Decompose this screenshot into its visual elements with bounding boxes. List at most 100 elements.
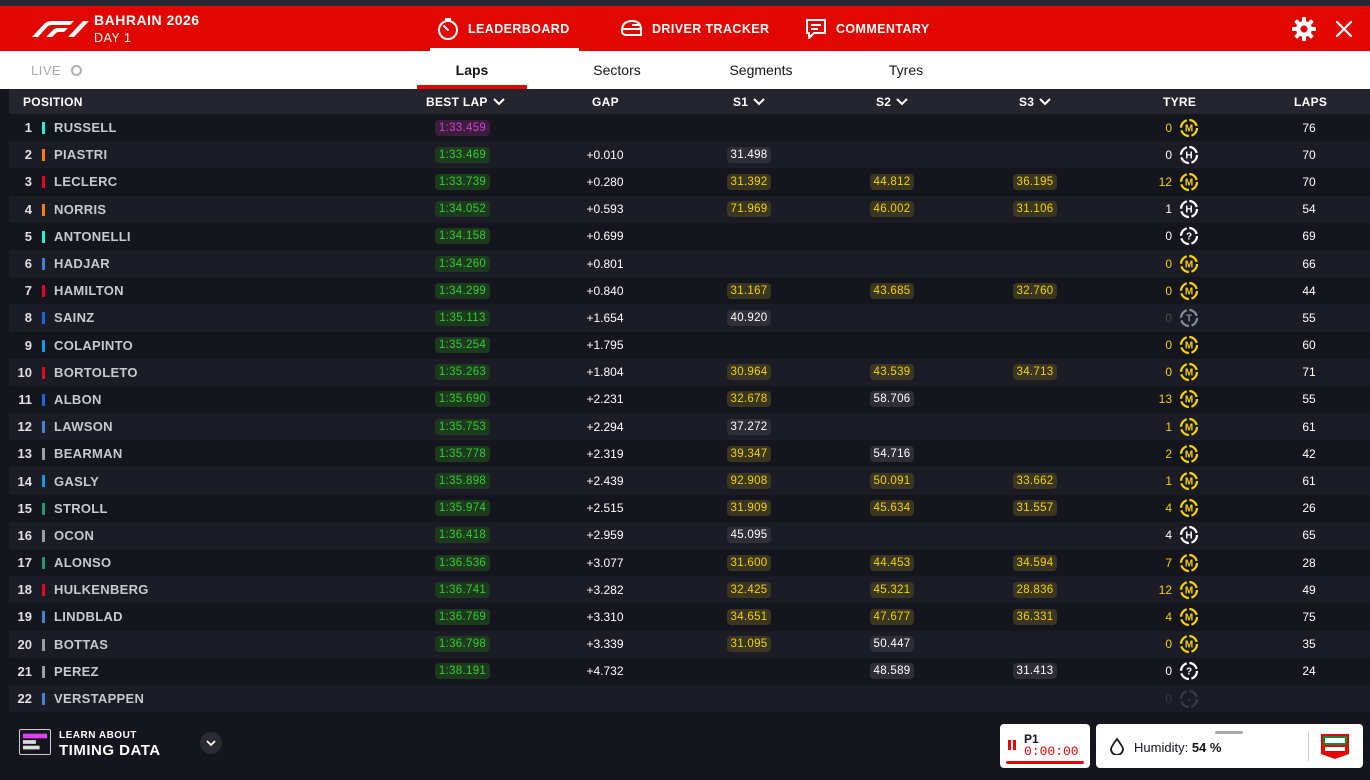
tyre-compound-cell: -	[1179, 685, 1199, 712]
hard-tyre-icon: H	[1179, 526, 1199, 545]
unknown-tyre-icon: ?	[1179, 227, 1199, 246]
table-row[interactable]: 10 BORTOLETO 1:35.263 +1.804 30.964 43.539 34.…	[9, 358, 1370, 386]
table-row[interactable]: 3 LECLERC 1:33.739 +0.280 31.392 44.812 36.195…	[9, 168, 1370, 196]
table-row[interactable]: 4 NORRIS 1:34.052 +0.593 71.969 46.002 31.106 1…	[9, 195, 1370, 223]
laps-cell: 55	[1289, 304, 1329, 331]
gap-cell: +1.654	[569, 304, 641, 331]
s1-cell: 31.909	[714, 495, 784, 522]
gap-value: +2.231	[586, 392, 624, 407]
table-row[interactable]: 7 HAMILTON 1:34.299 +0.840 31.167 43.685 32.76…	[9, 277, 1370, 305]
position-number: 1	[24, 120, 32, 136]
tab-leaderboard-label: LEADERBOARD	[468, 21, 570, 36]
table-row[interactable]: 9 COLAPINTO 1:35.254 +1.795 0 M 60	[9, 331, 1370, 359]
tab-tyres[interactable]: Tyres	[851, 51, 961, 89]
tyre-age-cell: 12	[1134, 168, 1172, 195]
best-lap-cell: 1:35.778	[434, 440, 491, 467]
table-row[interactable]: 18 HULKENBERG 1:36.741 +3.282 32.425 45.321 28…	[9, 576, 1370, 604]
tyre-age: 1	[1165, 419, 1172, 434]
table-row[interactable]: 11 ALBON 1:35.690 +2.231 32.678 58.706 13 M 55	[9, 385, 1370, 414]
best-lap-time: 1:36.536	[434, 554, 491, 571]
driver-name: PEREZ	[54, 663, 99, 679]
s1-cell: 92.908	[714, 467, 784, 494]
table-row[interactable]: 19 LINDBLAD 1:36.769 +3.310 34.651 47.677 36.3…	[9, 603, 1370, 631]
s3-time: 32.760	[1012, 282, 1058, 299]
table-row[interactable]: 5 ANTONELLI 1:34.158 +0.699 0? 69	[9, 222, 1370, 250]
gap-cell: +3.310	[569, 603, 641, 630]
weather-card[interactable]: Humidity: 54 %	[1096, 724, 1363, 768]
position-cell: 13	[9, 440, 32, 467]
best-lap-time: 1:34.052	[434, 201, 491, 218]
table-row[interactable]: 17 ALONSO 1:36.536 +3.077 31.600 44.453 34.594…	[9, 549, 1370, 577]
position-number: 7	[24, 283, 32, 299]
header-gap: GAP	[592, 89, 619, 114]
s1-time: 32.425	[726, 581, 772, 598]
tyre-age-cell: 4	[1134, 603, 1172, 630]
close-button[interactable]	[1329, 14, 1359, 44]
settings-button[interactable]	[1289, 14, 1319, 44]
table-row[interactable]: 12 LAWSON 1:35.753 +2.294 37.272 1 M 61	[9, 413, 1370, 441]
tyre-age-cell: 12	[1134, 576, 1172, 603]
tyre-age-cell: 0	[1134, 658, 1172, 685]
gap-value: +3.282	[586, 582, 624, 597]
header-best-lap-label: BEST LAP	[426, 94, 488, 109]
header-s3[interactable]: S3	[1019, 89, 1051, 114]
table-row[interactable]: 13 BEARMAN 1:35.778 +2.319 39.347 54.716 2 M 42	[9, 440, 1370, 468]
tab-laps[interactable]: Laps	[417, 51, 527, 89]
table-row[interactable]: 6 HADJAR 1:34.260 +0.801 0 M 66	[9, 249, 1370, 278]
header-bar: BAHRAIN 2026 DAY 1 LEADERBOARD DRIVER TR…	[0, 6, 1370, 51]
best-lap-cell: 1:36.418	[434, 522, 491, 549]
table-row[interactable]: 14 GASLY 1:35.898 +2.439 92.908 50.091 33.662 1…	[9, 467, 1370, 495]
tab-laps-label: Laps	[455, 62, 489, 78]
driver-name: BOTTAS	[54, 636, 109, 652]
tyre-compound-cell: M	[1179, 603, 1199, 630]
gap-value: +1.795	[586, 338, 624, 353]
gap-cell: +4.732	[569, 658, 641, 685]
table-row[interactable]: 22 VERSTAPPEN 0 -	[9, 684, 1370, 713]
f1-logo	[32, 21, 89, 37]
tyre-compound-letter: M	[1185, 585, 1193, 596]
tab-leaderboard[interactable]: LEADERBOARD	[430, 6, 579, 51]
tab-commentary[interactable]: COMMENTARY	[804, 6, 930, 51]
driver-name: STROLL	[54, 500, 108, 516]
laps-cell: 55	[1289, 386, 1329, 413]
table-row[interactable]: 1 RUSSELL 1:33.459 0 M 76	[9, 114, 1370, 142]
laps-cell: 70	[1289, 141, 1329, 168]
table-row[interactable]: 16 OCON 1:36.418 +2.959 45.095 4 H 65	[9, 521, 1370, 549]
driver-name: HAMILTON	[54, 283, 124, 299]
table-row[interactable]: 20 BOTTAS 1:36.798 +3.339 31.095 50.447 0 M 35	[9, 630, 1370, 658]
lap-count: 26	[1302, 501, 1316, 516]
s1-time: 37.272	[726, 418, 772, 435]
expand-button[interactable]	[200, 732, 222, 754]
tab-segments[interactable]: Segments	[706, 51, 816, 89]
driver-name: BORTOLETO	[54, 364, 138, 380]
medium-tyre-icon: M	[1179, 254, 1199, 273]
position-number: 8	[24, 310, 32, 326]
header-best-lap[interactable]: BEST LAP	[426, 89, 505, 114]
s1-cell: 34.651	[714, 603, 784, 630]
s3-time: 34.594	[1012, 554, 1058, 571]
gap-value: +2.319	[586, 446, 624, 461]
table-row[interactable]: 2 PIASTRI 1:33.469 +0.010 31.498 0 H 70	[9, 141, 1370, 169]
tyre-compound-letter: H	[1185, 205, 1192, 216]
tab-sectors[interactable]: Sectors	[562, 51, 672, 89]
table-row[interactable]: 15 STROLL 1:35.974 +2.515 31.909 45.634 31.557…	[9, 494, 1370, 522]
table-row[interactable]: 21 PEREZ 1:38.191 +4.732 48.589 31.413 0? 24	[9, 657, 1370, 685]
best-lap-cell: 1:35.753	[434, 413, 491, 440]
medium-tyre-icon: M	[1179, 553, 1199, 572]
tyre-compound-letter: M	[1185, 123, 1193, 134]
s2-cell: 44.453	[857, 549, 927, 576]
session-timer-card[interactable]: P1 0:00:00	[1000, 724, 1090, 768]
best-lap-cell: 1:35.974	[434, 495, 491, 522]
header-s1[interactable]: S1	[733, 89, 765, 114]
live-status-icon	[71, 65, 83, 76]
table-row[interactable]: 8 SAINZ 1:35.113 +1.654 40.920 0 T 55	[9, 304, 1370, 332]
team-color-bar	[42, 366, 45, 379]
position-cell: 9	[9, 332, 32, 359]
driver-name: LINDBLAD	[54, 609, 123, 625]
header-s2[interactable]: S2	[876, 89, 908, 114]
driver-cell: COLAPINTO	[54, 332, 133, 359]
tab-driver-tracker[interactable]: DRIVER TRACKER	[619, 6, 769, 51]
best-lap-time: 1:35.263	[434, 364, 491, 381]
header-position[interactable]: POSITION	[23, 89, 83, 114]
tyre-compound-cell: ?	[1179, 223, 1199, 250]
